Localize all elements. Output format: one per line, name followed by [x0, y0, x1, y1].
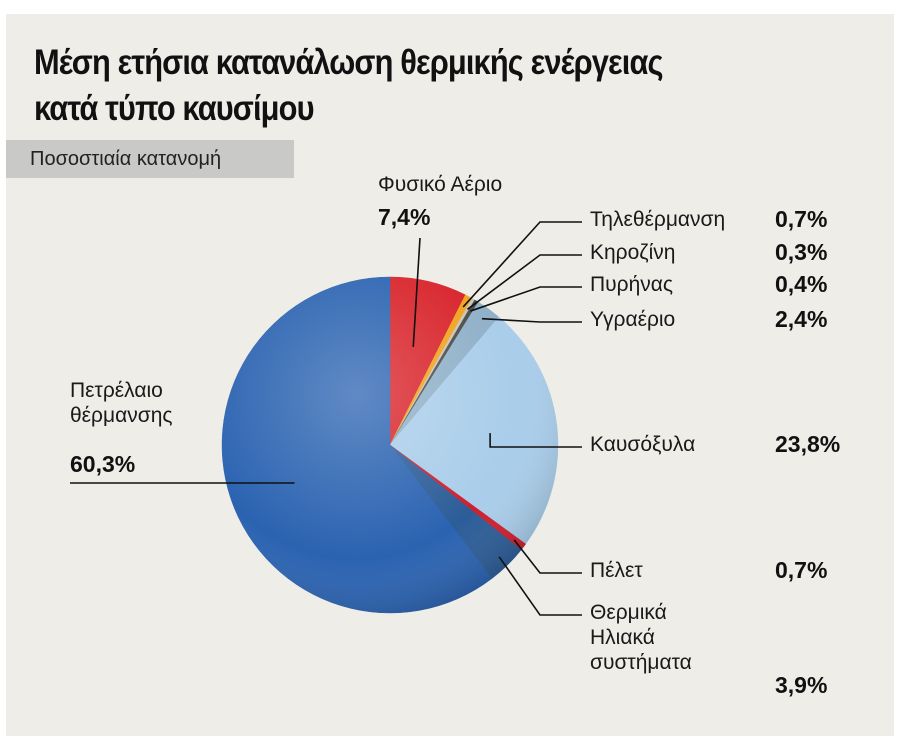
slice-label: Υγραέριο [590, 308, 676, 331]
slice-label: Φυσικό Αέριο [378, 173, 503, 196]
chart-subtitle: Ποσοστιαία κατανομή [6, 140, 294, 178]
value-label: 0,7% [775, 557, 828, 583]
slice-label: Πετρέλαιο θέρμανσης [70, 379, 173, 427]
slice-label: Καυσόξυλα [590, 433, 696, 456]
slice-label: Τηλεθέρμανση [590, 208, 726, 231]
leader-line [481, 317, 582, 323]
leader-line [498, 556, 582, 616]
slice-label: Πυρήνας [590, 273, 674, 296]
slice-label: Κηροζίνη [590, 241, 676, 264]
leader-line [489, 433, 582, 448]
leader-line [513, 539, 582, 574]
value-label: 7,4% [378, 204, 431, 230]
leader-line [467, 254, 582, 310]
slice-label: Θερμικά Ηλιακά συστήματα [590, 601, 692, 674]
value-label: 0,4% [775, 271, 828, 297]
value-label: 0,3% [775, 239, 828, 265]
slice-label: Πέλετ [590, 559, 643, 582]
leader-line [412, 237, 421, 347]
value-label: 0,7% [775, 206, 828, 232]
chart-title: Μέση ετήσια κατανάλωση θερμικής ενέργεια… [34, 43, 664, 128]
leader-line [462, 221, 582, 308]
value-label: 60,3% [70, 451, 136, 477]
value-label: 3,9% [775, 672, 828, 698]
value-label: 23,8% [775, 431, 841, 457]
value-label: 2,4% [775, 306, 828, 332]
leader-line [470, 286, 582, 312]
